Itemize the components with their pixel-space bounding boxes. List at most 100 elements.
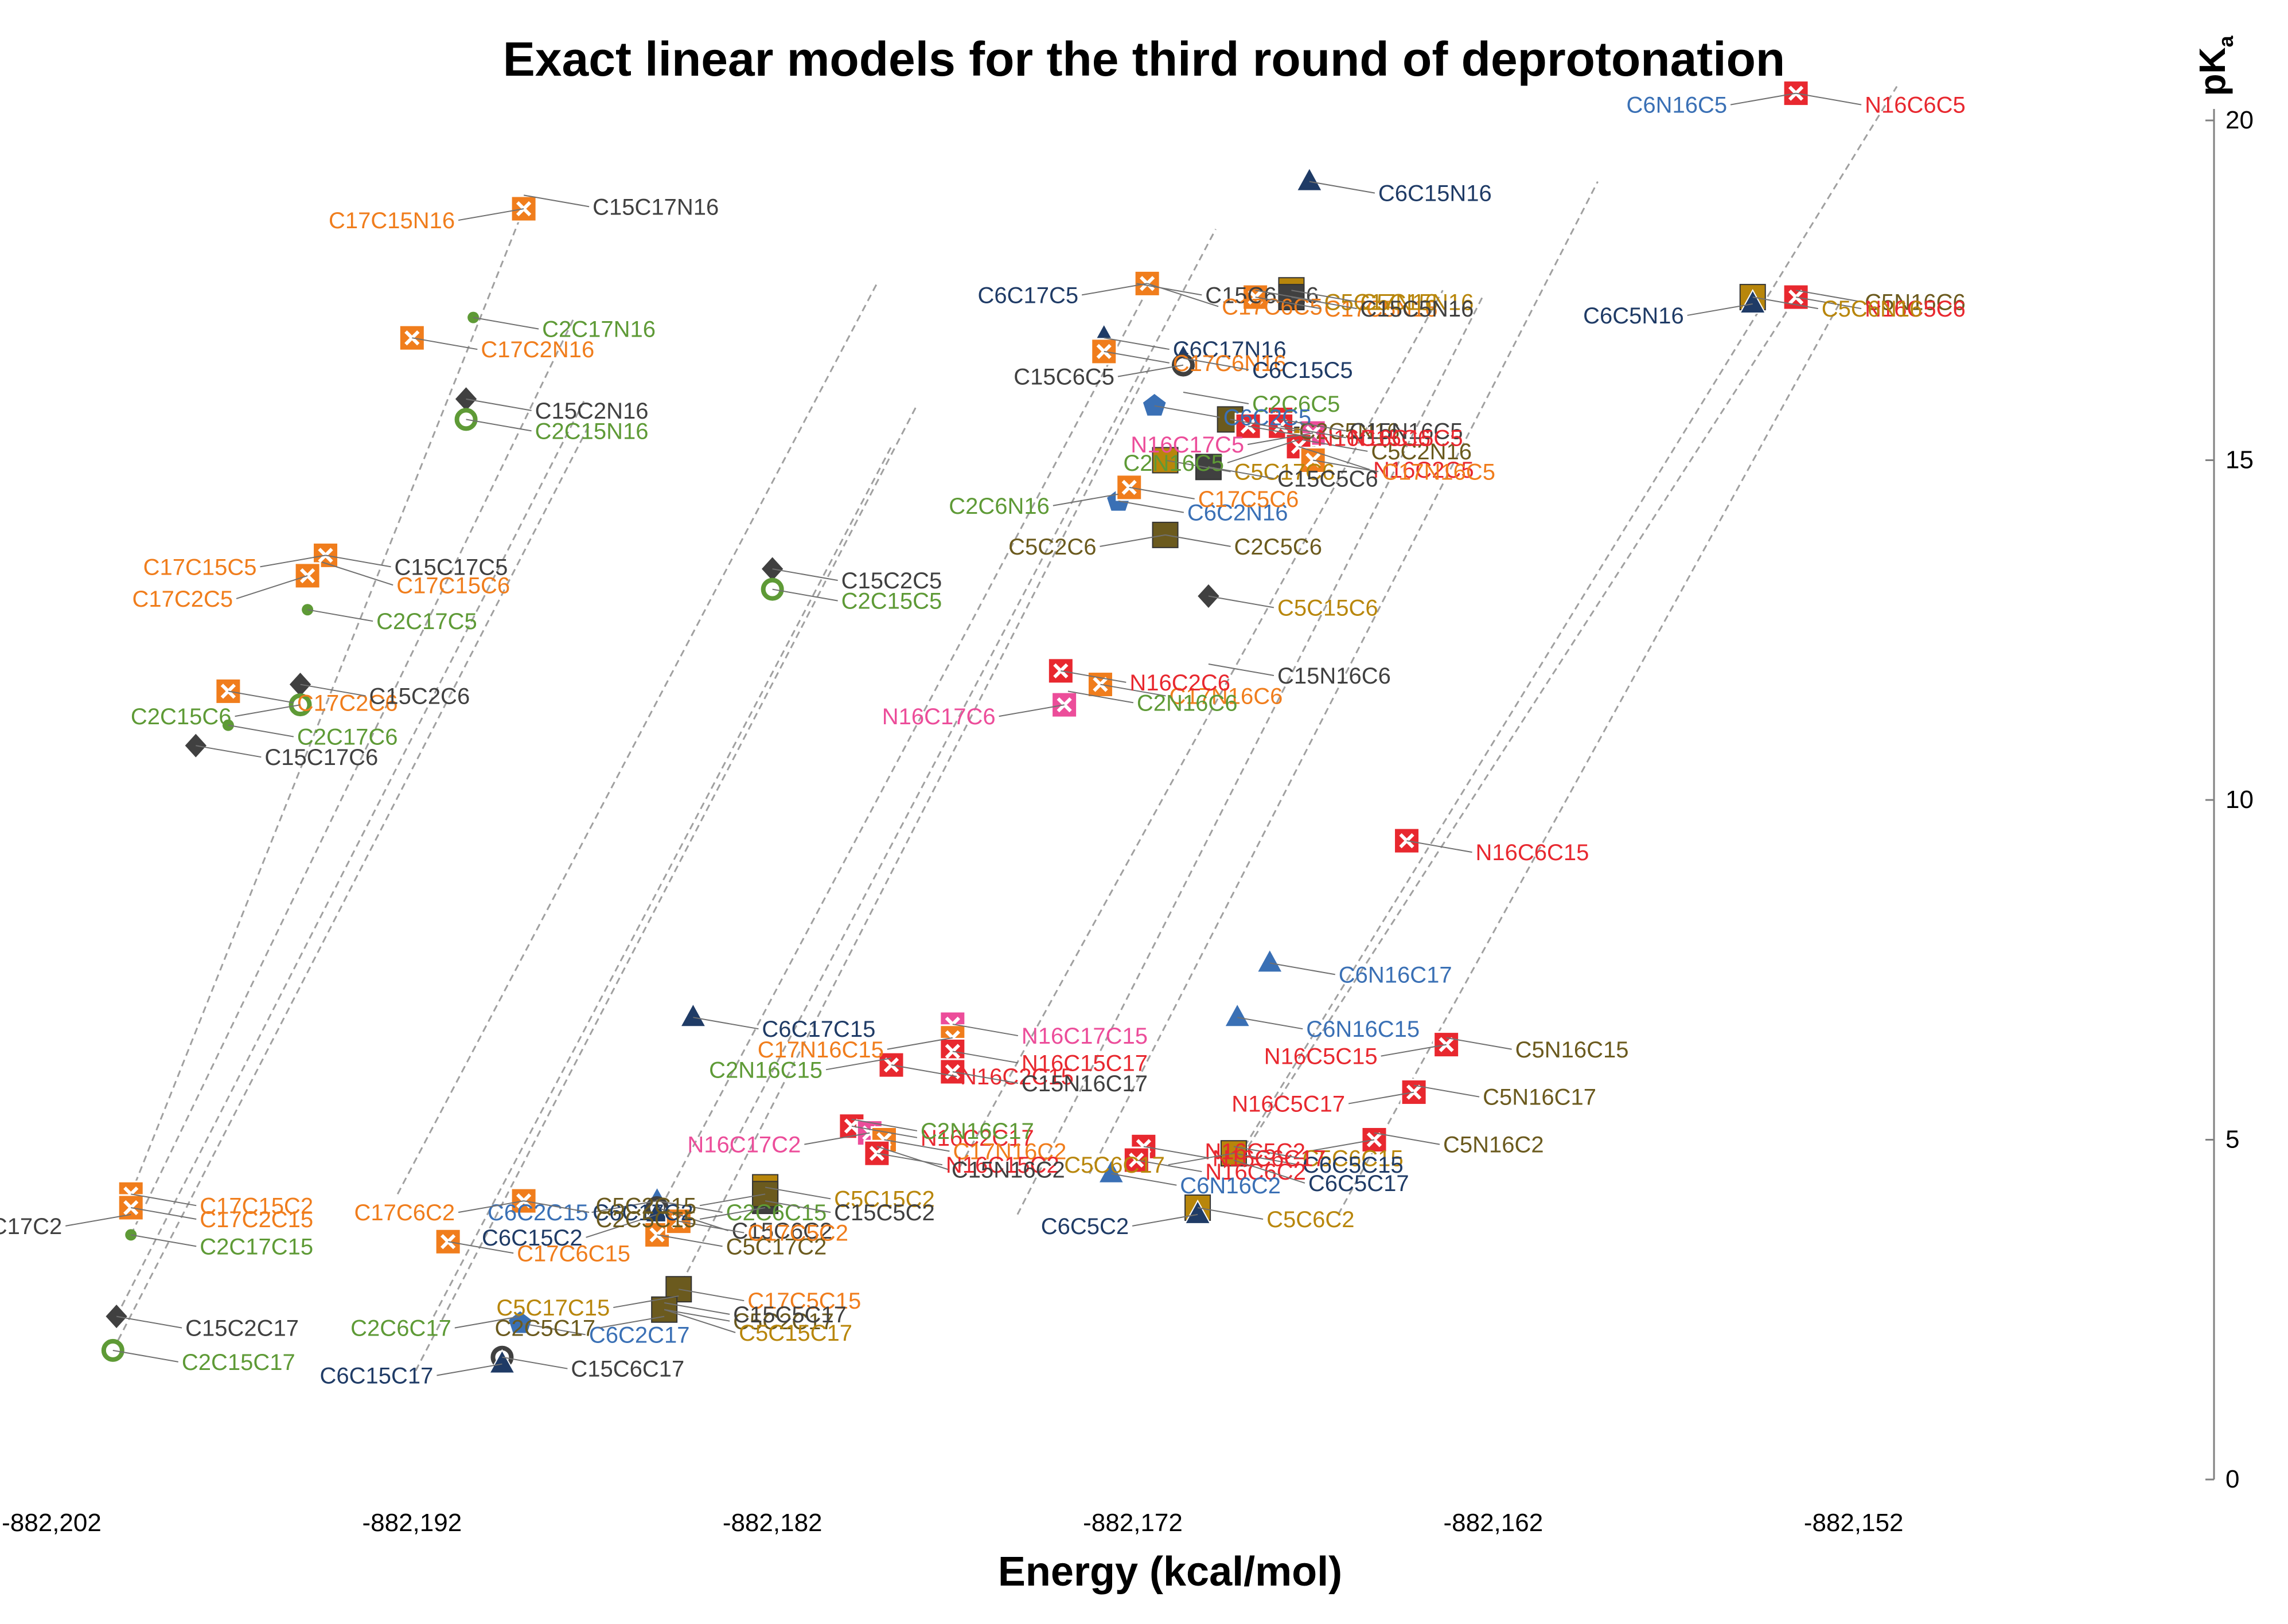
y-tick-label: 10 [2225,786,2254,814]
data-point-cross [220,684,236,699]
data-point-label: C17C6C2 [354,1200,455,1225]
leader-line [1309,181,1375,194]
data-point-label: C15C17C2 [0,1214,62,1239]
data-point-label: C6C5C15 [1303,1153,1404,1178]
leader-line [502,1356,568,1369]
leader-line [851,1118,918,1131]
data-point-cross [1053,663,1069,678]
trend-line [415,405,918,1372]
leader-line [598,1315,665,1329]
leader-line [235,704,301,717]
y-tick-label: 5 [2225,1126,2239,1154]
leader-line [1183,392,1249,404]
data-point-label: C5N16C2 [1443,1133,1544,1158]
data-point-label: N16C15C17 [1022,1051,1148,1076]
data-point-label: C15N16C6 [1277,663,1391,689]
leader-line [891,1064,957,1078]
leader-line [664,1309,736,1333]
leader-line [679,1289,745,1302]
data-point-marker [1296,166,1323,192]
trend-line [130,317,575,1236]
leader-line [1208,663,1274,676]
data-point-label: N16C2C5 [1373,458,1474,483]
data-point-label: N16C2C15 [960,1064,1074,1090]
data-point-label: C5C2C17 [733,1309,834,1334]
trend-line [115,399,586,1317]
data-point-label: C5C15C6 [1277,596,1378,621]
data-point-label: C6C15C5 [1252,358,1353,383]
leader-line [1312,459,1379,473]
data-point-label: N16C15C2 [946,1153,1059,1178]
leader-line [112,1349,178,1363]
y-tick-label: 15 [2225,446,2254,474]
leader-line [613,1295,679,1309]
data-point-label: C5C17N16 [1324,290,1438,315]
leader-line [196,745,262,758]
data-point-label: C15C17C6 [264,745,378,770]
data-point-label: C5N16C6 [1865,290,1966,315]
leader-line [307,609,373,622]
data-point-label: C5C2N16 [1371,439,1472,464]
x-axis-label: Energy (kcal/mol) [997,1549,1343,1595]
data-point-label: C15C5C17 [733,1302,847,1328]
data-point-cross [1399,833,1414,849]
data-point-label: C6C5C17 [1308,1171,1409,1196]
leader-line [1067,690,1134,704]
leader-line [1143,1146,1210,1159]
leader-line [436,1363,502,1376]
leader-line [260,555,326,568]
data-point-label: C15C6C5 [1014,365,1114,390]
leader-line [1730,92,1796,106]
leader-line [1061,670,1127,683]
trend-line [1337,303,1840,1215]
leader-line [1280,419,1346,432]
leader-line [458,208,524,221]
leader-line [1348,1091,1414,1104]
data-point-label: C2C15N16 [535,419,649,444]
leader-line [1795,296,1862,310]
leader-line [1136,283,1202,296]
data-point-label: C15C5C2 [834,1200,935,1225]
y-tick-label: 0 [2225,1465,2239,1493]
data-point-label: C2C17N16 [542,317,656,342]
trend-line [432,446,892,1317]
data-point-label: C6C5C2 [1041,1214,1129,1239]
data-point-label: C6C17N16 [1173,337,1287,362]
leader-line [884,1139,950,1152]
data-point-label: C6C15C2 [482,1225,583,1251]
data-point-label: C2C6C17 [350,1316,451,1341]
leader-line [1291,296,1357,310]
leader-line [1795,290,1862,303]
data-point-label: C17C2C6 [297,690,398,716]
data-point-label: C2C6C5 [1252,392,1340,417]
data-point-label: C5C15C17 [739,1321,852,1346]
data-point-cross [404,330,420,346]
data-point-label: C5C6N16 [1822,296,1923,322]
leader-line [1168,1153,1234,1166]
leader-line [300,684,366,697]
leader-line [887,1037,953,1050]
leader-line [1291,290,1357,303]
data-point-label: C15C6N16 [1205,283,1319,308]
data-point-label: N16C15C6 [1317,425,1431,451]
data-point-cross [1248,289,1263,305]
leader-line [325,555,391,568]
data-point-label: C5C6C17 [1064,1153,1165,1178]
data-point-marker [679,1002,707,1028]
leader-line [1165,459,1231,473]
data-point-label: N16C6C5 [1865,93,1966,118]
data-point-label: C15C2C5 [841,568,942,594]
data-point-label: C5C15C2 [834,1186,935,1212]
trend-line [112,425,590,1351]
x-tick-label: -882,172 [1083,1509,1183,1537]
data-point-label: C17C15C5 [143,555,257,580]
trend-line [1247,296,1797,1147]
data-point-marker [1184,1199,1211,1224]
x-tick-label: -882,152 [1804,1509,1904,1537]
leader-line [236,575,308,599]
data-point-label: C15N16C5 [1350,419,1463,444]
leader-line [1795,92,1862,106]
data-point-label: C2N16C17 [921,1119,1034,1144]
leader-line [1208,466,1274,479]
